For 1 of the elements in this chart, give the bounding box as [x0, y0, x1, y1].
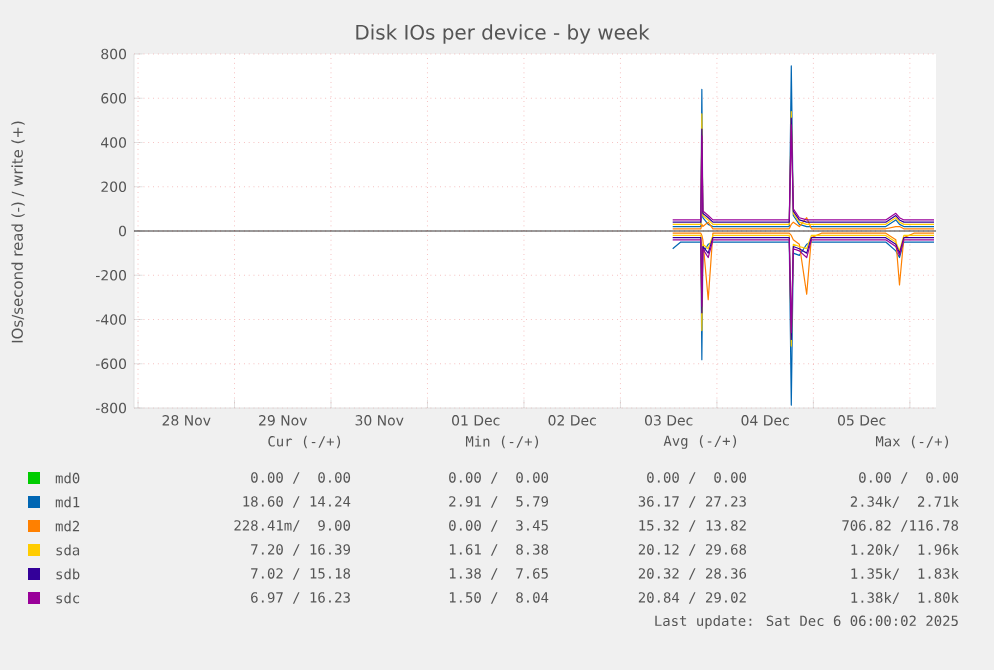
- chart-title: Disk IOs per device - by week: [356, 24, 650, 44]
